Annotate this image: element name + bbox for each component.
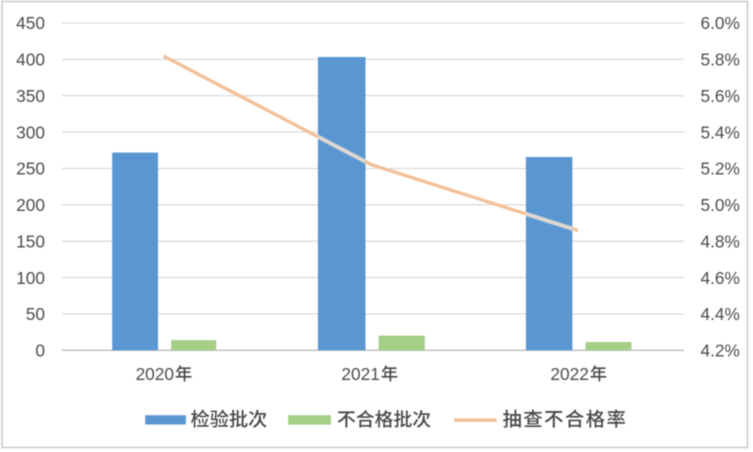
svg-text:250: 250 (16, 159, 45, 179)
svg-text:5.6%: 5.6% (701, 86, 740, 106)
svg-text:200: 200 (16, 195, 45, 215)
svg-text:50: 50 (26, 304, 45, 324)
svg-text:4.6%: 4.6% (701, 268, 740, 288)
svg-text:300: 300 (16, 122, 45, 142)
svg-text:5.0%: 5.0% (701, 195, 740, 215)
svg-text:5.2%: 5.2% (701, 159, 740, 179)
svg-text:400: 400 (16, 50, 45, 70)
svg-text:2022: 2022 (550, 364, 588, 384)
svg-text:350: 350 (16, 86, 45, 106)
svg-text:150: 150 (16, 231, 45, 251)
svg-text:2020: 2020 (136, 364, 174, 384)
svg-text:5.8%: 5.8% (701, 50, 740, 70)
svg-text:4.8%: 4.8% (701, 231, 740, 251)
svg-text:100: 100 (16, 268, 45, 288)
svg-text:6.0%: 6.0% (701, 13, 740, 33)
svg-text:4.4%: 4.4% (701, 304, 740, 324)
svg-text:5.4%: 5.4% (701, 122, 740, 142)
svg-text:2021: 2021 (341, 364, 379, 384)
svg-text:0: 0 (35, 341, 45, 361)
svg-text:4.2%: 4.2% (701, 341, 740, 361)
svg-text:450: 450 (16, 13, 45, 33)
